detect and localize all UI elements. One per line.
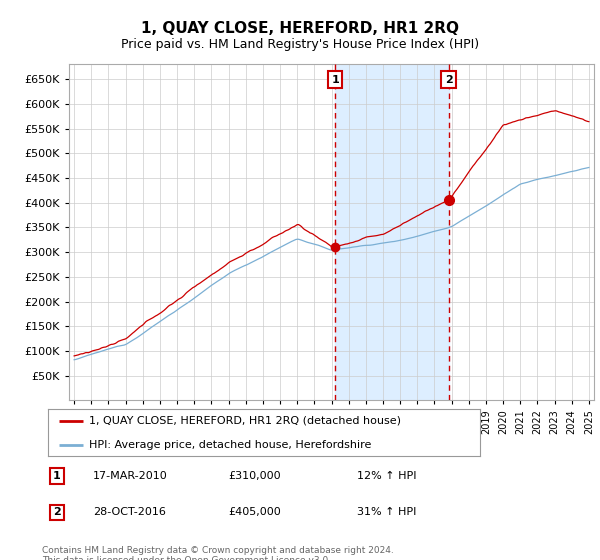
Text: 1: 1	[53, 471, 61, 481]
Text: HPI: Average price, detached house, Herefordshire: HPI: Average price, detached house, Here…	[89, 440, 371, 450]
Text: Price paid vs. HM Land Registry's House Price Index (HPI): Price paid vs. HM Land Registry's House …	[121, 38, 479, 51]
Text: 1, QUAY CLOSE, HEREFORD, HR1 2RQ: 1, QUAY CLOSE, HEREFORD, HR1 2RQ	[141, 21, 459, 36]
Text: 28-OCT-2016: 28-OCT-2016	[93, 507, 166, 517]
Text: 1: 1	[331, 74, 339, 85]
Text: Contains HM Land Registry data © Crown copyright and database right 2024.
This d: Contains HM Land Registry data © Crown c…	[42, 546, 394, 560]
Text: 31% ↑ HPI: 31% ↑ HPI	[357, 507, 416, 517]
Text: 17-MAR-2010: 17-MAR-2010	[93, 471, 168, 481]
Text: 2: 2	[445, 74, 452, 85]
Text: 2: 2	[53, 507, 61, 517]
Text: 12% ↑ HPI: 12% ↑ HPI	[357, 471, 416, 481]
Text: £310,000: £310,000	[228, 471, 281, 481]
Text: £405,000: £405,000	[228, 507, 281, 517]
Bar	[335, 64, 449, 400]
Text: 1, QUAY CLOSE, HEREFORD, HR1 2RQ (detached house): 1, QUAY CLOSE, HEREFORD, HR1 2RQ (detach…	[89, 416, 401, 426]
